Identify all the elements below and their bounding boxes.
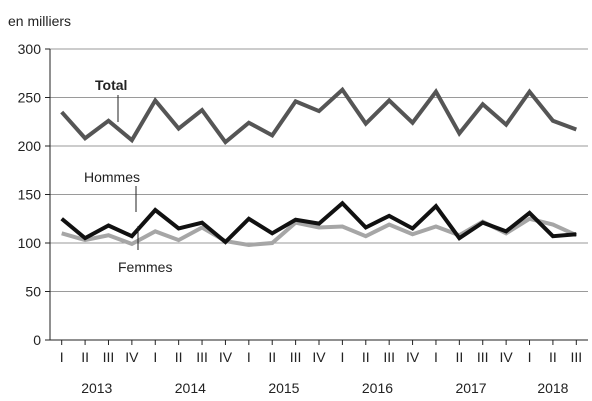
quarter-label: IV — [500, 349, 514, 365]
y-tick-label: 50 — [25, 284, 41, 300]
quarter-label: I — [528, 349, 532, 365]
quarter-label: III — [103, 349, 115, 365]
quarter-label: III — [383, 349, 395, 365]
series-line-hommes — [62, 203, 577, 242]
quarter-label: I — [60, 349, 64, 365]
year-label: 2013 — [81, 380, 112, 396]
series-label-total: Total — [95, 77, 127, 93]
quarter-label: II — [268, 349, 276, 365]
quarter-label: III — [196, 349, 208, 365]
quarter-label: I — [340, 349, 344, 365]
y-tick-label: 250 — [18, 90, 42, 106]
quarter-label: III — [570, 349, 582, 365]
y-axis-ticks: 0 50 100 150 200 250 300 — [18, 41, 50, 348]
quarter-label: II — [362, 349, 370, 365]
quarter-label: II — [81, 349, 89, 365]
year-label: 2017 — [455, 380, 486, 396]
y-tick-label: 0 — [33, 332, 41, 348]
quarter-label: I — [247, 349, 251, 365]
y-tick-label: 150 — [18, 187, 42, 203]
quarter-label: II — [175, 349, 183, 365]
year-label: 2018 — [537, 380, 568, 396]
series-label-hommes: Hommes — [84, 169, 140, 185]
quarter-label: II — [549, 349, 557, 365]
quarter-label: IV — [219, 349, 233, 365]
quarter-label: II — [455, 349, 463, 365]
series-lines — [62, 90, 577, 245]
unit-label: en milliers — [8, 13, 71, 29]
quarter-label: IV — [312, 349, 326, 365]
quarter-label: I — [434, 349, 438, 365]
year-label: 2014 — [175, 380, 206, 396]
year-label: 2015 — [268, 380, 299, 396]
year-label: 2016 — [362, 380, 393, 396]
quarter-label: IV — [125, 349, 139, 365]
y-tick-label: 200 — [18, 138, 42, 154]
y-tick-label: 300 — [18, 41, 42, 57]
quarter-label: IV — [406, 349, 420, 365]
quarter-label: III — [290, 349, 302, 365]
series-label-femmes: Femmes — [118, 259, 172, 275]
quarter-label: III — [477, 349, 489, 365]
x-axis-ticks: I II III IV I II III IV I II III IV I II III IV I II III IV… — [60, 340, 582, 396]
quarter-label: I — [153, 349, 157, 365]
y-tick-label: 100 — [18, 235, 42, 251]
